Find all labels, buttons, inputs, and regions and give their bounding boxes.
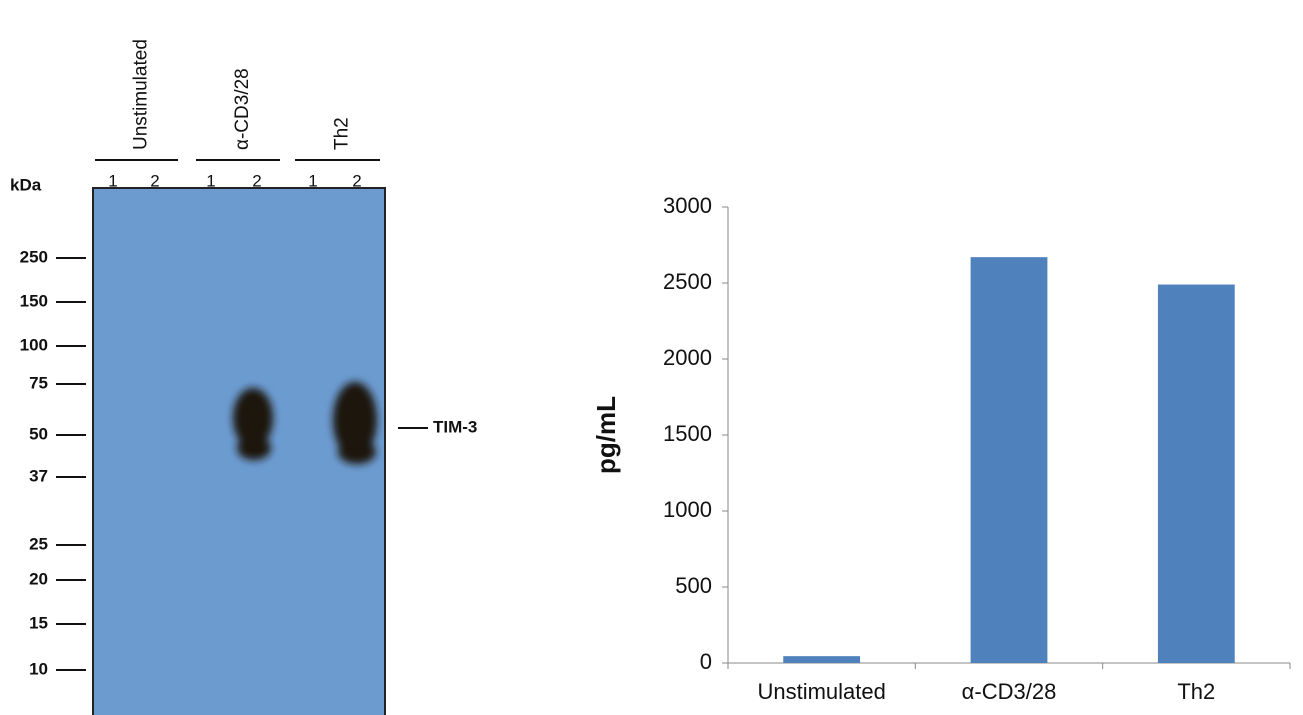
band: [338, 440, 376, 464]
marker-label: 25: [29, 534, 48, 553]
lane-label: 2: [252, 171, 261, 190]
lane-label: 1: [308, 171, 317, 190]
marker-label: 75: [29, 373, 48, 392]
bar: [971, 257, 1048, 663]
marker-label: 37: [29, 466, 48, 485]
bar-chart: pg/mL 0 500 1000 1500 2000 2500 3000 Unstimulat…: [591, 193, 1290, 704]
group-label: α-CD3/28: [232, 68, 253, 150]
marker-label: 20: [29, 569, 48, 588]
marker-label: 100: [20, 335, 48, 354]
marker-label: 15: [29, 613, 48, 632]
group-label: Th2: [332, 117, 353, 150]
y-tick-label: 1500: [663, 421, 712, 446]
marker-label: 250: [20, 247, 48, 266]
band: [237, 436, 271, 460]
marker-label: 50: [29, 424, 48, 443]
y-axis-label: pg/mL: [591, 396, 621, 474]
bar: [1158, 285, 1235, 663]
band-label: TIM-3: [433, 417, 477, 436]
x-tick-label: α-CD3/28: [962, 679, 1057, 704]
x-tick-label: Unstimulated: [757, 679, 885, 704]
y-tick-label: 3000: [663, 193, 712, 218]
y-tick-label: 0: [700, 649, 712, 674]
marker-label: 10: [29, 659, 48, 678]
lane-label: 1: [206, 171, 215, 190]
western-blot: kDa TIM-3 Unstimulated 1 2 α-CD3/28 1 2 Th2 1 2 2…: [10, 39, 477, 715]
unit-label: kDa: [10, 175, 42, 194]
y-tick-label: 500: [675, 573, 712, 598]
bar: [783, 656, 860, 663]
y-tick-label: 2500: [663, 269, 712, 294]
group-label: Unstimulated: [131, 39, 152, 150]
marker-label: 150: [20, 291, 48, 310]
lane-label: 1: [108, 171, 117, 190]
x-tick-label: Th2: [1177, 679, 1215, 704]
figure: kDa TIM-3 Unstimulated 1 2 α-CD3/28 1 2 Th2 1 2 2…: [0, 0, 1303, 715]
lane-label: 2: [352, 171, 361, 190]
y-tick-label: 1000: [663, 497, 712, 522]
lane-label: 2: [150, 171, 159, 190]
y-tick-label: 2000: [663, 345, 712, 370]
